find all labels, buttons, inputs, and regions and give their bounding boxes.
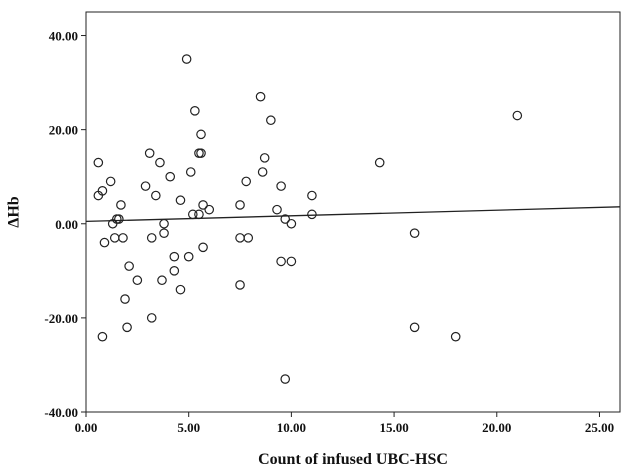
data-point	[181, 54, 192, 64]
data-point	[169, 266, 180, 276]
data-points	[93, 54, 523, 384]
y-tick-label: -40.00	[44, 405, 78, 420]
data-point	[307, 190, 317, 201]
data-point	[512, 110, 523, 121]
data-point	[105, 176, 116, 187]
plot-frame	[85, 11, 621, 413]
data-point	[194, 209, 204, 220]
data-point	[374, 157, 385, 168]
data-point	[194, 148, 204, 158]
data-point	[280, 374, 291, 384]
data-point	[243, 233, 254, 243]
data-point	[280, 214, 291, 224]
x-tick-label: 5.00	[177, 420, 200, 435]
data-point	[409, 228, 420, 238]
data-point	[116, 200, 126, 210]
data-point	[99, 237, 110, 248]
data-point	[93, 157, 104, 168]
data-point	[169, 251, 180, 262]
data-point	[196, 148, 206, 158]
y-tick-label: 0.00	[55, 217, 78, 232]
data-point	[97, 186, 108, 196]
x-tick-label: 10.00	[277, 420, 306, 435]
data-point	[132, 275, 143, 286]
data-point	[120, 294, 130, 304]
data-point	[159, 218, 169, 229]
x-axis-ticks: 0.00 5.00 10.00 15.00 20.00 25.00	[75, 412, 614, 435]
x-tick-label: 20.00	[482, 420, 511, 435]
data-point	[266, 115, 276, 126]
data-point	[188, 209, 198, 220]
x-tick-label: 0.00	[75, 420, 98, 435]
data-point	[124, 261, 134, 271]
data-point	[118, 233, 128, 243]
data-point	[140, 181, 151, 191]
data-point	[241, 176, 251, 187]
data-point	[155, 157, 165, 168]
data-point	[450, 331, 461, 342]
data-point	[175, 195, 186, 206]
y-tick-label: -20.00	[44, 311, 78, 326]
y-tick-label: 40.00	[49, 29, 78, 44]
data-point	[276, 181, 286, 191]
data-point	[198, 242, 208, 253]
plot-area	[85, 11, 621, 413]
data-point	[97, 331, 108, 342]
data-point	[307, 209, 317, 220]
data-point	[190, 106, 200, 116]
data-point	[146, 233, 157, 243]
data-point	[146, 313, 157, 323]
x-tick-label: 25.00	[585, 420, 614, 435]
data-point	[196, 129, 206, 140]
data-point	[235, 200, 245, 210]
data-point	[409, 322, 420, 333]
data-point	[198, 200, 208, 210]
data-point	[272, 204, 282, 215]
regression-line	[85, 206, 621, 223]
data-point	[204, 204, 215, 215]
data-point	[235, 233, 245, 243]
data-point	[122, 322, 132, 333]
x-axis-title: Count of infused UBC-HSC	[258, 451, 448, 468]
data-point	[159, 228, 169, 238]
data-point	[175, 284, 186, 295]
data-point	[183, 251, 194, 262]
y-tick-label: 20.00	[49, 123, 78, 138]
x-tick-label: 15.00	[379, 420, 408, 435]
data-point	[255, 91, 266, 102]
data-point	[235, 280, 245, 290]
data-point	[185, 167, 196, 177]
data-point	[157, 275, 167, 286]
data-point	[114, 214, 124, 224]
data-point	[286, 256, 297, 267]
y-axis-ticks: -40.00 -20.00 0.00 20.00 40.00	[44, 29, 86, 420]
data-point	[259, 153, 270, 163]
data-point	[144, 148, 155, 158]
data-point	[151, 190, 161, 201]
data-point	[165, 171, 176, 182]
y-axis-title: ΔHb	[6, 196, 23, 227]
data-point	[276, 256, 286, 267]
data-point	[286, 218, 297, 229]
data-point	[109, 233, 120, 243]
data-point	[257, 167, 268, 177]
